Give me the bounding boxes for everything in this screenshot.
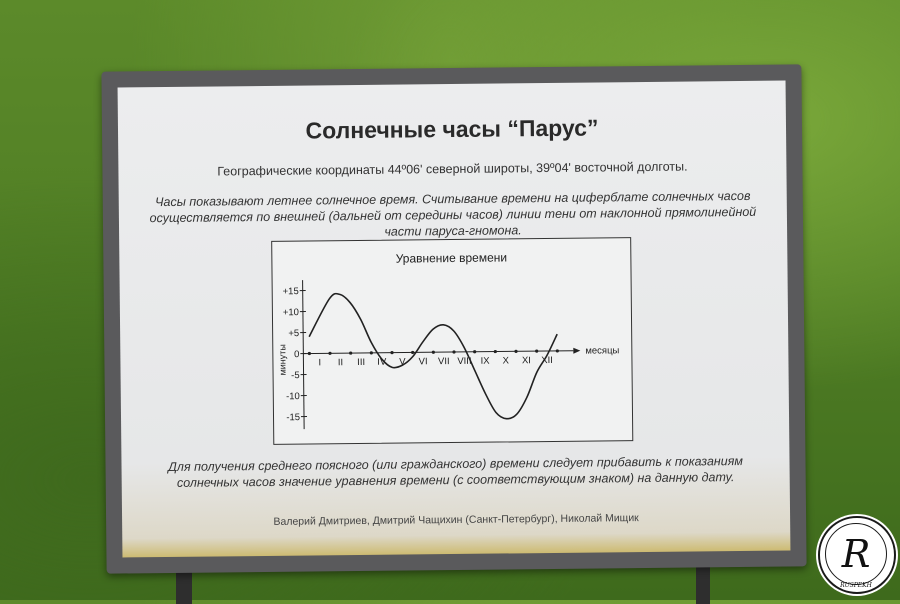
y-tick-label: +15	[283, 286, 299, 297]
y-tick-label: +5	[288, 328, 299, 339]
sign-description: Часы показывают летнее солнечное время. …	[139, 188, 767, 243]
y-tick-label: +10	[283, 307, 299, 318]
x-tick-dot	[390, 351, 393, 354]
x-tick-dot	[473, 350, 476, 353]
x-tick-label: IX	[481, 356, 491, 367]
x-tick-dot	[411, 351, 414, 354]
x-tick-label: I	[318, 357, 321, 368]
y-tick-label: -15	[286, 412, 300, 423]
x-axis	[303, 351, 573, 354]
x-tick-label: X	[503, 355, 510, 366]
x-axis-label: месяцы	[585, 345, 619, 356]
x-tick-dot	[452, 350, 455, 353]
sign-note: Для получения среднего поясного (или гра…	[141, 453, 769, 492]
chart-svg: Уравнение времени +15 +10 +5 0 -5 -10 -15 минуты…	[272, 238, 632, 444]
x-tick-dot	[514, 350, 517, 353]
watermark-caption: RUSPEKH	[826, 582, 886, 589]
sign-board: Солнечные часы “Парус” Географические ко…	[118, 81, 791, 558]
equation-of-time-chart: Уравнение времени +15 +10 +5 0 -5 -10 -15 минуты…	[271, 237, 633, 445]
watermark-ring: R RUSPEKH	[825, 523, 887, 585]
sign-frame: Солнечные часы “Парус” Географические ко…	[101, 64, 806, 573]
y-axis-label: минуты	[277, 344, 287, 375]
x-tick-dot	[349, 351, 352, 354]
x-tick-dot	[370, 351, 373, 354]
y-tick-label: -5	[291, 370, 300, 381]
x-axis-arrow	[573, 348, 580, 354]
sign-title: Солнечные часы “Парус”	[118, 113, 786, 147]
watermark-letter: R	[826, 532, 886, 576]
x-tick-dot	[535, 350, 538, 353]
watermark-logo: R RUSPEKH	[818, 516, 896, 594]
equation-of-time-curve	[309, 291, 558, 420]
y-axis	[303, 280, 305, 429]
x-tick-label: VII	[438, 356, 450, 367]
sign-credits: Валерий Дмитриев, Дмитрий Чащихин (Санкт…	[122, 510, 790, 529]
y-tick-label: 0	[294, 349, 299, 360]
sign-coordinates: Географические координаты 44º06' северно…	[118, 159, 786, 180]
x-tick-dot	[432, 351, 435, 354]
x-tick-label: VI	[419, 356, 428, 367]
x-tick-label: II	[338, 357, 343, 368]
x-tick-dot	[494, 350, 497, 353]
x-tick-dot	[308, 352, 311, 355]
x-tick-dot	[556, 349, 559, 352]
chart-title: Уравнение времени	[396, 250, 508, 265]
x-tick-dot	[328, 352, 331, 355]
x-tick-label: III	[357, 357, 365, 368]
y-tick-label: -10	[286, 391, 300, 402]
x-tick-label: XI	[522, 355, 531, 366]
